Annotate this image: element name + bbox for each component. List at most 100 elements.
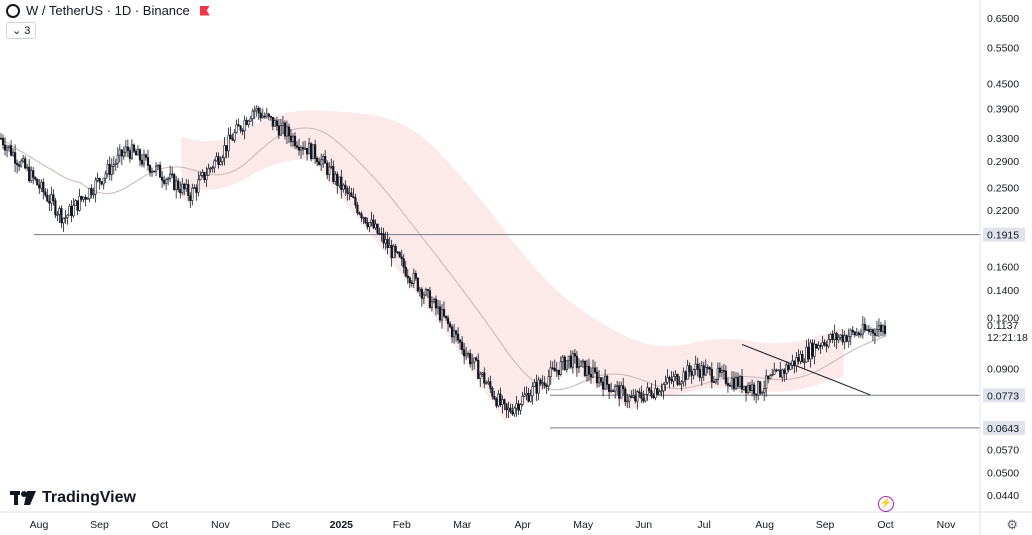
candle-body [175, 180, 178, 190]
candle-body [734, 377, 738, 390]
candle-body [606, 375, 609, 385]
candle-body [773, 369, 776, 375]
candle-body [454, 330, 458, 335]
candle-body [364, 217, 367, 224]
candle-body [479, 373, 482, 379]
countdown-label: 12:21:18 [987, 332, 1028, 344]
candle-body [531, 386, 534, 397]
candle-body [132, 144, 136, 152]
candle-body [744, 385, 748, 393]
logo-text: TradingView [42, 489, 136, 506]
candle-body [630, 396, 633, 398]
price-level-label: 0.0643 [987, 423, 1019, 435]
candle-body [60, 208, 63, 224]
candle-body [581, 360, 585, 363]
candle-body [465, 353, 468, 357]
candle-body [80, 195, 83, 200]
indicator-count-badge[interactable]: ⌄ 3 [6, 22, 37, 39]
candle-body [686, 365, 689, 380]
candle-body [289, 135, 293, 142]
candle-body [171, 173, 174, 176]
candle-body [557, 369, 560, 375]
candle-body [656, 388, 659, 395]
candle-body [156, 164, 160, 167]
price-tick-label: 0.0570 [987, 444, 1019, 456]
ma-line [0, 127, 885, 391]
candle-body [277, 125, 280, 136]
candle-body [535, 382, 538, 394]
candle-body [376, 223, 379, 234]
candle-body [787, 364, 790, 371]
candle-body [589, 373, 593, 378]
candle-body [217, 156, 220, 165]
candle-body [567, 355, 570, 362]
tradingview-logo[interactable]: TradingView [10, 489, 136, 507]
candle-body [54, 200, 57, 216]
candle-body [150, 170, 154, 173]
cloud-band [181, 110, 844, 422]
candle-body [849, 329, 852, 337]
candle-body [18, 164, 21, 167]
candle-body [267, 113, 270, 117]
candle-body [507, 407, 510, 411]
symbol-title[interactable]: W / TetherUS · 1D · Binance [26, 3, 190, 18]
candle-body [48, 200, 51, 204]
candle-body [636, 391, 639, 402]
candle-body [372, 219, 375, 229]
candle-body [199, 175, 202, 181]
candle-body [638, 391, 641, 394]
candle-body [493, 395, 496, 400]
candle-body [793, 360, 796, 367]
candle-body [841, 334, 844, 343]
candle-body [144, 154, 148, 158]
candle-body [632, 395, 635, 398]
candle-body [332, 166, 335, 182]
candle-body [881, 325, 885, 332]
candle-body [358, 212, 361, 215]
trend-line[interactable] [741, 343, 871, 396]
candle-body [519, 404, 522, 411]
candle-body [863, 323, 866, 331]
candle-body [616, 385, 619, 387]
candle-body [446, 317, 450, 325]
candle-body [66, 214, 69, 218]
candle-body [68, 205, 71, 216]
candle-body [487, 381, 490, 384]
candle-body [650, 390, 653, 397]
candle-body [628, 396, 631, 402]
settings-icon[interactable]: ⚙ [1006, 517, 1018, 532]
candle-body [809, 342, 812, 360]
candle-body [680, 381, 683, 385]
candle-body [678, 383, 681, 386]
price-axis[interactable]: 0.6500 0.5500 0.4500 0.3900 0.3300 0.2900 0.25… [979, 0, 1028, 535]
candle-body [9, 145, 13, 156]
flash-icon[interactable]: ⚡ [878, 496, 894, 512]
candle-body [136, 149, 140, 156]
candle-body [130, 144, 133, 159]
candle-body [219, 161, 222, 165]
price-level-tag [983, 227, 1025, 242]
candle-body [829, 333, 832, 340]
candle-body [527, 393, 530, 402]
candle-body [517, 403, 520, 411]
candle-body [452, 330, 456, 338]
candle-body [138, 149, 142, 161]
candle-body [154, 165, 158, 172]
flag-icon[interactable] [199, 5, 210, 16]
candle-body [318, 161, 321, 166]
candle-body [634, 395, 637, 402]
candle-body [815, 343, 818, 349]
candle-body [207, 168, 210, 176]
time-axis[interactable]: Aug Sep Oct Nov Dec 2025 Feb Mar Apr May Jun Jul Aug… [0, 511, 1032, 531]
candle-body [459, 339, 462, 343]
candle-body [837, 337, 840, 341]
candle-body [483, 372, 486, 384]
candle-body [515, 403, 518, 409]
candle-body [561, 356, 564, 363]
candle-body [855, 332, 858, 336]
candle-body [833, 332, 836, 340]
candle-body [271, 116, 274, 127]
candle-body [857, 332, 860, 336]
candle-body [499, 393, 502, 405]
